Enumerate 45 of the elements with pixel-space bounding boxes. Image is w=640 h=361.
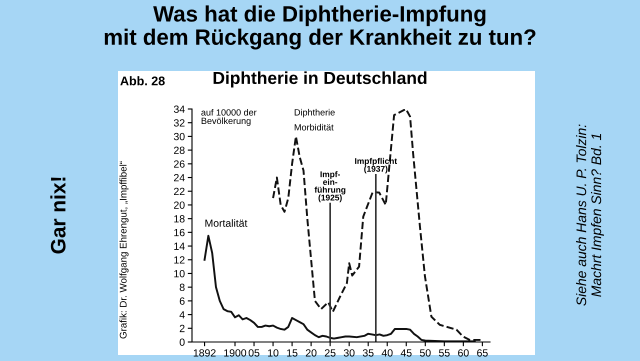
y-tick-label: 2	[180, 324, 185, 332]
y-tick-label: 0	[180, 338, 185, 346]
x-tick-label: 1892	[194, 349, 216, 357]
chart-subtitle: Diphtherie in Deutschland	[214, 71, 426, 88]
y-axis-title: auf 10000 der Bevölkerung	[201, 109, 257, 126]
caption: Abb. 28	[120, 76, 165, 86]
y-tick-label: 26	[174, 160, 185, 168]
y-tick-label: 10	[174, 270, 185, 278]
y-tick-label: 6	[180, 297, 185, 305]
y-tick-label: 12	[174, 256, 185, 264]
y-tick-label: 4	[180, 311, 185, 318]
x-tick-label: 15	[287, 349, 298, 357]
y-tick-label: 22	[174, 188, 185, 196]
x-tick-label: 40	[382, 349, 393, 357]
text: Gar nix!	[50, 178, 66, 254]
ref-line-label: Impf- ein- führung (1925)	[314, 171, 346, 202]
y-tick-label: 16	[174, 228, 185, 236]
y-tick-label: 34	[174, 106, 185, 113]
y-tick-label: 24	[174, 174, 185, 182]
y-tick-label: 20	[174, 201, 185, 209]
y-tick-label: 30	[174, 132, 185, 140]
x-tick-label: 30	[344, 349, 355, 357]
x-tick-label: 35	[362, 349, 374, 357]
ref-line-label: Impfpflicht (1937)	[355, 158, 398, 174]
text: Siehe auch Hans U. P. Tolzin: Machrt Impfen Sinn? Bd. 1	[576, 124, 604, 306]
x-tick-label: 60	[458, 349, 469, 357]
x-tick-label: 25	[324, 349, 336, 357]
annotation: Diphtherie	[294, 108, 335, 118]
y-tick-label: 28	[174, 146, 185, 154]
x-tick-label: 65	[477, 349, 488, 357]
y-tick-label: 14	[174, 242, 185, 250]
x-tick-label: 05	[248, 349, 260, 357]
x-tick-label: 45	[400, 349, 412, 357]
y-tick-label: 8	[180, 284, 185, 292]
y-tick-label: 32	[174, 119, 185, 127]
chart-title: Was hat die Diphtherie-Impfung mit dem Rückgang der Krankheit zu tun?	[104, 5, 536, 50]
series-label: Mortalität	[205, 219, 248, 227]
x-tick-label: 10	[268, 349, 278, 357]
text: Grafik: Dr. Wolfgang Ehrengut, „Impffibel“	[119, 161, 129, 338]
x-tick-label: 50	[420, 349, 431, 357]
y-tick-label: 18	[174, 215, 185, 223]
x-tick-label: 20	[306, 349, 317, 357]
x-tick-label: 55	[438, 349, 450, 357]
x-tick-label: 1900	[224, 349, 246, 357]
series-label: Morbidität	[294, 124, 334, 131]
